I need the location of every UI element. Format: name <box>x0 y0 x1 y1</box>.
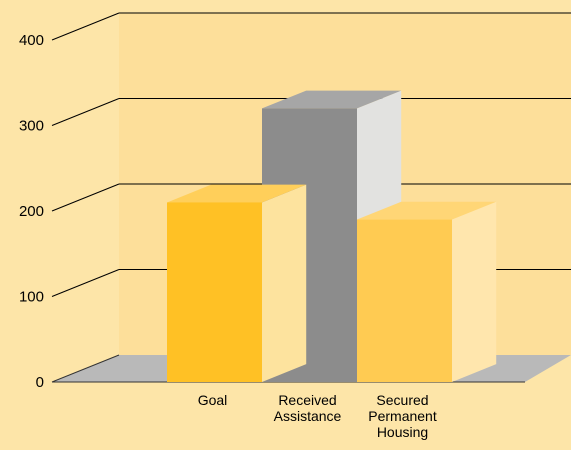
bar-side <box>452 201 497 382</box>
x-tick-label: Received Assistance <box>274 392 342 424</box>
bar-front <box>167 202 262 382</box>
bar-top <box>357 201 497 220</box>
y-tick-label: 0 <box>36 374 44 391</box>
y-tick-label: 300 <box>19 118 44 135</box>
y-tick-label: 400 <box>19 32 44 49</box>
gridline-diagonal <box>51 98 120 126</box>
bar-1 <box>167 184 307 382</box>
x-tick-label: Goal <box>198 392 228 408</box>
x-tick-label: Secured Permanent Housing <box>368 392 437 440</box>
bar-top <box>167 184 307 203</box>
bar-3 <box>357 201 497 382</box>
y-tick-label: 200 <box>19 203 44 220</box>
bar-side <box>262 184 307 382</box>
gridline-diagonal <box>51 12 120 41</box>
y-tick-label: 100 <box>19 289 44 306</box>
floor-edge <box>51 354 120 383</box>
bar-front <box>357 219 452 382</box>
x-axis-labels: Goal Received Assistance Secured Permanent Ho… <box>198 392 437 440</box>
gridline-diagonal <box>51 269 120 297</box>
bar-top <box>262 90 402 109</box>
gridline-diagonal <box>51 183 120 212</box>
bars <box>167 90 497 383</box>
y-axis-ticks: 0 100 200 300 400 <box>19 32 44 391</box>
